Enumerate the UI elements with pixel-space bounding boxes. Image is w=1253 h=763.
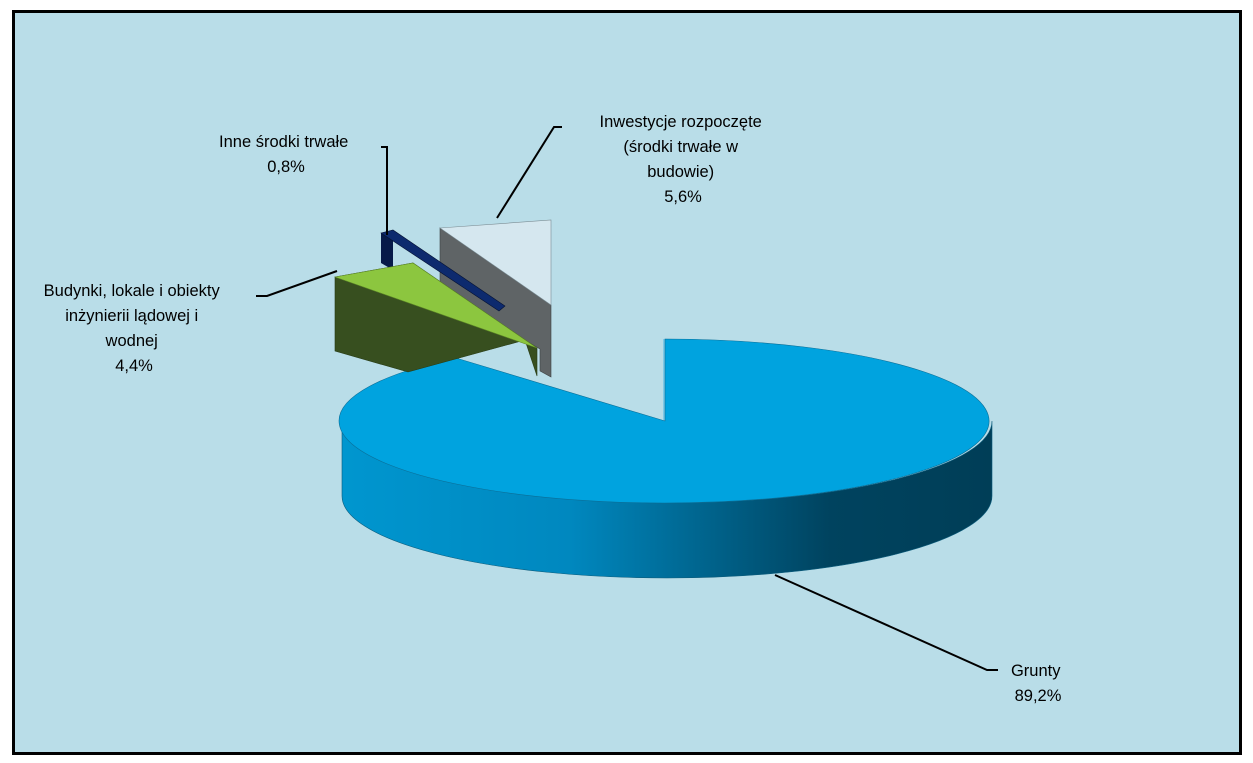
label-budynki-line-2: inżynierii lądowej i [65, 307, 198, 325]
label-inwestycje: Inwestycje rozpoczęte (środki trwałe w b… [600, 113, 767, 206]
label-grunty-value: 89,2% [1015, 687, 1062, 705]
label-inne-value: 0,8% [267, 158, 305, 176]
slice-inne-top [380, 229, 506, 312]
label-inwestycje-value: 5,6% [664, 188, 702, 206]
pie-slice-inne [380, 229, 506, 312]
label-budynki-line-3: wodnej [105, 332, 158, 350]
label-budynki: Budynki, lokale i obiekty inżynierii ląd… [44, 282, 225, 375]
label-inwestycje-line-3: budowie) [647, 163, 714, 181]
pie-slice-budynki [333, 262, 538, 377]
label-inwestycje-line-2: (środki trwałe w [623, 138, 738, 156]
slice-grunty-wall [663, 339, 665, 421]
label-grunty-name: Grunty [1011, 662, 1061, 680]
label-inwestycje-line-1: Inwestycje rozpoczęte [600, 113, 762, 131]
slice-inwestycje-top [439, 219, 552, 306]
leader-line-budynki [256, 270, 338, 297]
label-grunty: Grunty 89,2% [1011, 662, 1065, 705]
slice-grunty-top [338, 338, 990, 504]
label-budynki-line-1: Budynki, lokale i obiekty [44, 282, 221, 300]
leader-line-inne [381, 146, 388, 235]
leader-line-grunty [774, 574, 998, 671]
slice-budynki-top [333, 262, 538, 349]
label-inne: Inne środki trwałe 0,8% [219, 133, 353, 176]
leader-line-inwestycje [496, 126, 562, 219]
chart-area: Inne środki trwałe 0,8% Inwestycje rozpo… [12, 10, 1242, 755]
pie-slice-grunty [338, 338, 993, 579]
label-budynki-value: 4,4% [115, 357, 153, 375]
slice-inne-side [381, 233, 393, 270]
label-inne-name: Inne środki trwałe [219, 133, 348, 151]
pie-chart: Inne środki trwałe 0,8% Inwestycje rozpo… [44, 113, 1065, 705]
